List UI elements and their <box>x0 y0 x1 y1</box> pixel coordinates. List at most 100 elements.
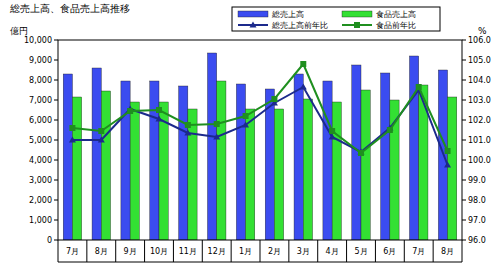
line <box>72 64 447 153</box>
bar <box>150 81 159 240</box>
y2-tick <box>462 180 466 181</box>
legend-box <box>232 7 440 31</box>
category-divider <box>231 240 232 262</box>
x-tick-label: 5月 <box>354 247 367 256</box>
y2-tick-label: 99.0 <box>468 176 486 185</box>
marker <box>156 116 163 122</box>
bar <box>188 109 197 240</box>
y2-tick <box>462 40 466 41</box>
bar <box>72 97 81 240</box>
y2-tick-label: 96.0 <box>468 236 486 245</box>
y2-tick-label: 102.0 <box>468 116 491 125</box>
category-divider <box>375 240 376 262</box>
y-tick <box>54 220 58 221</box>
category-divider <box>58 240 59 262</box>
legend-marker <box>354 22 360 28</box>
x-tick-label: 11月 <box>179 247 197 256</box>
title: 総売上高、食品売上高推移 <box>9 3 130 14</box>
marker <box>69 125 75 131</box>
y2-tick <box>462 240 466 241</box>
marker <box>156 107 162 113</box>
y-tick-label: 5,000 <box>29 136 52 145</box>
marker <box>127 108 133 114</box>
marker <box>416 84 422 90</box>
legend-label: 食品売上高 <box>376 10 416 19</box>
y-tick <box>54 240 58 241</box>
y-tick <box>54 60 58 61</box>
bar <box>130 102 139 240</box>
category-divider <box>317 240 318 262</box>
y2-tick-label: 104.0 <box>468 76 491 85</box>
x-tick-label: 8月 <box>441 247 454 256</box>
bar <box>274 109 283 240</box>
y2-tick <box>462 100 466 101</box>
marker <box>445 148 451 154</box>
x-tick-label: 1月 <box>239 247 252 256</box>
y-tick <box>54 120 58 121</box>
y2-tick <box>462 140 466 141</box>
category-divider <box>144 240 145 262</box>
y-tick <box>54 100 58 101</box>
marker <box>213 134 220 140</box>
legend-label: 食品前年比 <box>376 21 416 30</box>
y2-tick-label: 97.0 <box>468 216 486 225</box>
marker <box>98 128 104 134</box>
marker <box>214 121 220 127</box>
marker <box>300 61 306 67</box>
x-tick-label: 4月 <box>326 247 339 256</box>
marker <box>358 150 364 156</box>
bar <box>294 74 303 240</box>
legend-label: 総売上高前年比 <box>271 21 328 30</box>
x-tick-label: 6月 <box>383 247 396 256</box>
marker <box>329 128 335 134</box>
x-tick-label: 7月 <box>412 247 425 256</box>
bar <box>121 81 130 240</box>
x-tick-label: 7月 <box>66 247 79 256</box>
legend-swatch <box>238 11 268 17</box>
bar <box>323 81 332 240</box>
bar <box>217 81 226 240</box>
y-axis-label: 億円 <box>10 26 28 36</box>
x-tick-label: 3月 <box>297 247 310 256</box>
marker <box>444 162 451 168</box>
legend-swatch <box>342 11 372 17</box>
y-tick-label: 2,000 <box>29 196 52 205</box>
y2-tick <box>462 200 466 201</box>
y2-tick <box>462 60 466 61</box>
x-tick-label: 8月 <box>95 247 108 256</box>
bar <box>179 86 188 240</box>
marker <box>98 137 105 143</box>
bar <box>246 109 255 240</box>
y2-tick-label: 103.0 <box>468 96 491 105</box>
bar <box>409 56 418 240</box>
bar <box>101 91 110 240</box>
bar <box>332 102 341 240</box>
y-tick-label: 1,000 <box>29 216 52 225</box>
legend-marker <box>250 22 257 28</box>
x-tick-label: 12月 <box>208 247 226 256</box>
plot-frame <box>58 40 462 240</box>
category-divider <box>173 240 174 262</box>
y2-tick-label: 98.0 <box>468 196 486 205</box>
x-tick-label: 9月 <box>124 247 137 256</box>
category-divider <box>260 240 261 262</box>
bar <box>448 97 457 240</box>
category-divider <box>404 240 405 262</box>
y-tick-label: 9,000 <box>29 56 52 65</box>
y-tick <box>54 140 58 141</box>
plot-marks <box>63 53 457 240</box>
marker <box>243 113 249 119</box>
line <box>72 87 447 165</box>
legend-label: 総売上高 <box>271 10 304 19</box>
y-tick-label: 8,000 <box>29 76 52 85</box>
x-tick-label: 10月 <box>150 247 168 256</box>
y-tick <box>54 200 58 201</box>
category-divider <box>115 240 116 262</box>
marker <box>242 122 249 128</box>
legend: 総売上高 食品売上高総売上高前年比 食品前年比 <box>232 7 440 31</box>
marker <box>184 130 191 136</box>
category-divider <box>433 240 434 262</box>
y2-axis-label: % <box>478 26 487 36</box>
bar <box>92 68 101 240</box>
y2-tick-label: 100.0 <box>468 156 491 165</box>
